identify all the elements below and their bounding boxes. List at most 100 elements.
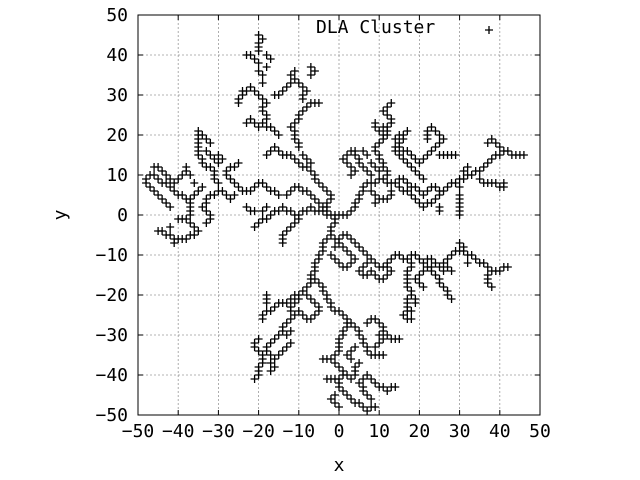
data-point [318,183,327,191]
data-point [242,119,251,127]
data-point [363,407,372,415]
data-point [355,243,364,251]
data-point [262,151,271,159]
data-point [326,303,335,311]
data-point [158,195,167,203]
data-point [491,179,500,187]
data-point [166,203,175,211]
data-point [451,179,460,187]
data-point [314,179,323,187]
data-point [294,159,303,167]
data-point [266,147,275,155]
data-point [250,375,259,383]
data-point [423,127,432,135]
data-point [186,171,195,179]
data-point [351,199,360,207]
data-point [343,323,352,331]
data-point [286,123,295,131]
data-point [266,339,275,347]
data-point [347,355,356,363]
data-point [322,187,331,195]
data-point [495,151,504,159]
data-point [322,375,331,383]
data-point [322,295,331,303]
data-point [435,131,444,139]
data-point [286,71,295,79]
data-point [274,299,283,307]
data-point [371,259,380,267]
data-point [286,339,295,347]
data-point [214,187,223,195]
data-point [363,167,372,175]
data-point [318,203,327,211]
y-axis-label: y [50,209,71,220]
legend-label: DLA Cluster [316,17,435,38]
data-point [367,375,376,383]
data-point [379,275,388,283]
data-point [254,39,263,47]
data-point [146,183,155,191]
data-point [290,219,299,227]
data-point [483,279,492,287]
data-point [202,163,211,171]
data-point [146,171,155,179]
data-point [230,191,239,199]
data-point [467,171,476,179]
data-point [503,147,512,155]
data-point [431,271,440,279]
data-point [286,327,295,335]
data-point [415,199,424,207]
data-point [395,251,404,259]
data-point [447,295,456,303]
data-point [363,371,372,379]
data-point [270,91,279,99]
data-point [294,215,303,223]
data-point [246,115,255,123]
data-point [254,59,263,67]
data-point [302,103,311,111]
data-point [403,283,412,291]
data-point [347,147,356,155]
data-point [290,155,299,163]
data-point [266,367,275,375]
data-point [335,383,343,391]
data-point [242,51,251,59]
data-point [411,155,420,163]
data-point [298,91,307,99]
data-point [310,195,319,203]
data-point [258,215,267,223]
x-tick-label: −30 [202,421,235,442]
data-point [359,147,368,155]
data-point [371,199,380,207]
data-point [343,351,352,359]
data-point [447,267,456,275]
data-point [371,379,380,387]
data-point [443,263,452,271]
data-point [351,255,360,263]
data-point [166,223,175,231]
data-point [286,315,295,323]
data-point [379,175,388,183]
data-point [347,207,356,215]
data-point [226,195,235,203]
data-point [198,131,207,139]
y-tick-label: 50 [106,5,128,26]
data-point [347,259,356,267]
data-point [415,171,424,179]
data-point [230,179,239,187]
data-point [190,191,199,199]
data-point [431,259,440,267]
data-point [411,195,420,203]
data-point [367,171,376,179]
data-point [306,295,315,303]
data-point [487,135,496,143]
data-point [298,83,307,91]
data-point [379,107,388,115]
data-point [290,119,299,127]
data-point [415,279,424,287]
data-point [479,259,488,267]
data-point [270,207,279,215]
data-point [266,359,275,367]
data-point [258,207,267,215]
data-point [278,327,287,335]
